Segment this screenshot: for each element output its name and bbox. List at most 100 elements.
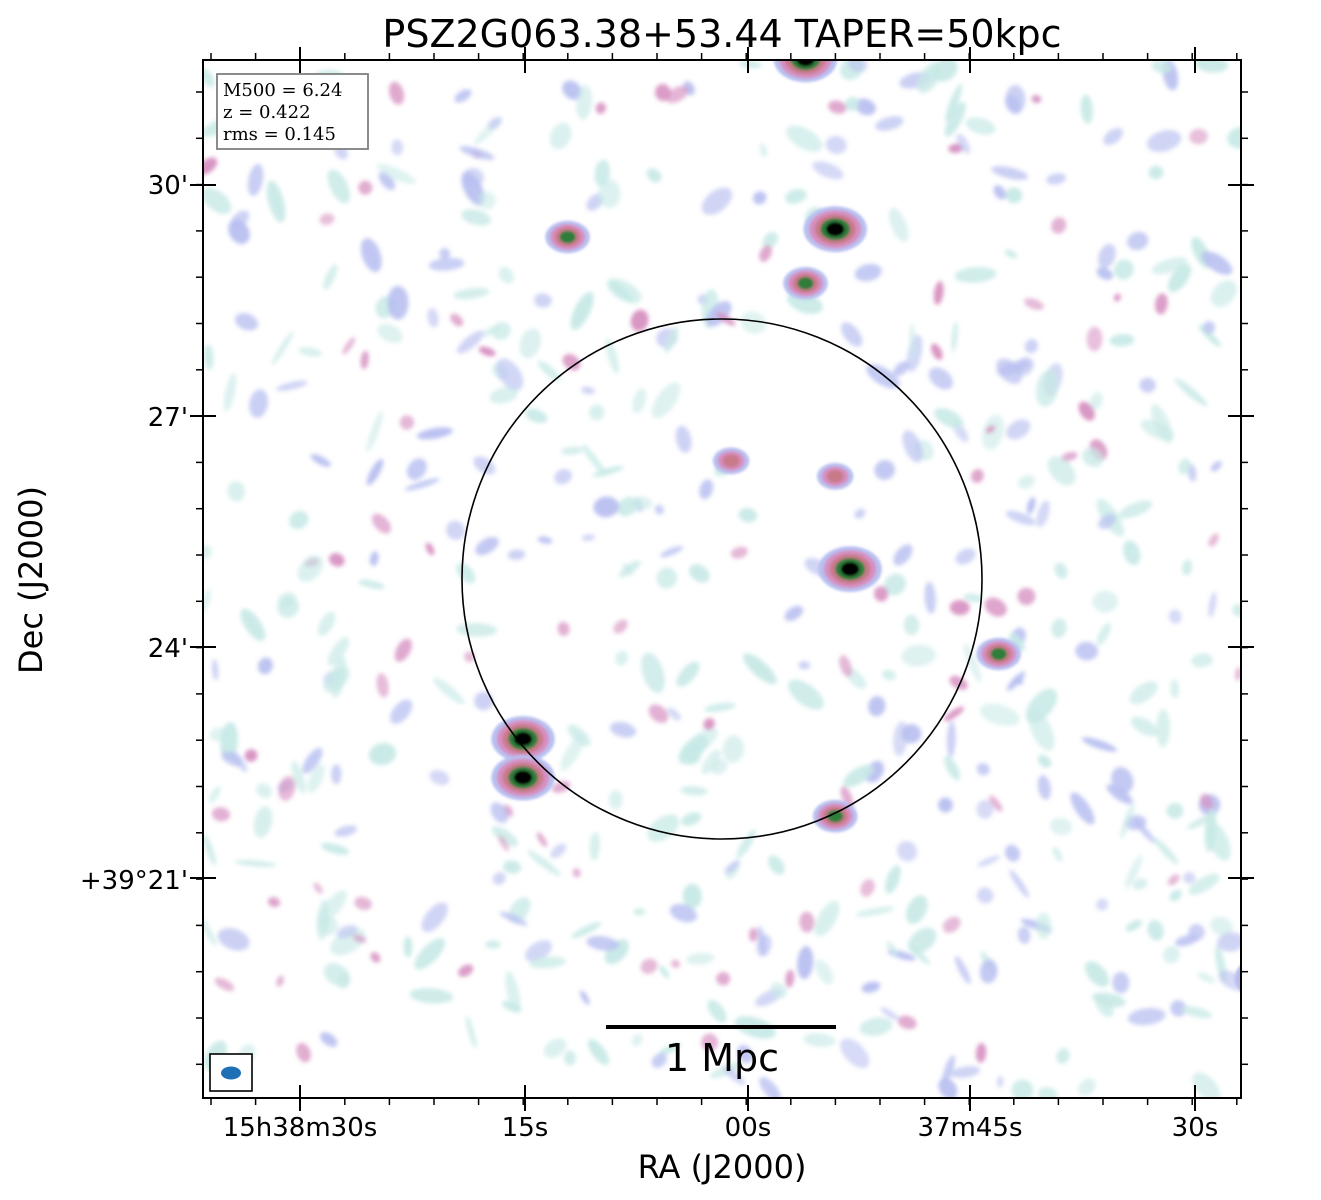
noise-blob [868,696,886,717]
noise-blob [770,982,788,999]
info-rms: rms = 0.145 [223,124,336,145]
noise-blob [954,267,997,283]
noise-blob [963,593,983,603]
noise-blob [429,769,450,786]
noise-blob [860,879,875,897]
noise-blob [979,959,998,984]
noise-blob [256,783,272,798]
noise-blob [1080,94,1094,124]
noise-blob [956,133,971,154]
noise-blob [257,657,273,675]
noise-blob [461,209,492,226]
noise-blob [724,859,741,874]
noise-blob [1096,622,1111,646]
radio-source [976,637,1021,671]
noise-blob [1210,460,1222,472]
noise-blob [905,895,928,924]
noise-blob [378,171,396,191]
noise-blob [478,346,496,357]
noise-blob [934,408,964,429]
noise-blob [1005,187,1023,204]
noise-blob [1113,259,1134,280]
noise-blob [203,918,217,947]
noise-blob [594,159,610,187]
noise-blob [977,855,1001,867]
noise-blob [1051,217,1067,234]
noise-blob [1092,590,1119,613]
noise-blob [954,955,971,985]
noise-blob [855,906,895,917]
noise-blob [313,882,323,894]
noise-blob [211,659,219,681]
noise-blob [1197,972,1216,983]
noise-blob [1096,898,1109,911]
y-tick-label: 24' [148,634,188,664]
radio-sources [491,60,1241,993]
noise-blob [656,567,678,589]
noise-blob [404,478,440,491]
noise-blob [759,143,768,158]
noise-blob [928,367,953,390]
noise-blob [316,899,330,941]
noise-blob [1170,679,1180,698]
noise-blob [334,825,358,837]
noise-blob [414,938,446,970]
noise-blob [572,868,581,878]
noise-blob [861,981,881,993]
noise-blob [762,232,778,249]
noise-blob [406,458,427,480]
noise-blob [1035,912,1052,940]
axis-ticks [190,47,1254,1111]
noise-blob [1191,653,1213,668]
noise-blob [1208,533,1219,547]
noise-blob [1201,251,1233,275]
noise-blob [874,460,895,480]
noise-blob [1156,709,1171,748]
noise-blob [328,553,345,567]
beam-ellipse [221,1066,241,1080]
noise-blob [1203,321,1216,334]
noise-blob [784,605,804,621]
noise-blob [1052,846,1063,862]
noise-blob [1167,874,1180,886]
noise-blob [608,790,623,810]
noise-blob [203,68,215,88]
noise-blob [296,1042,311,1063]
noise-blob [529,956,567,969]
noise-blob [1060,451,1078,462]
noise-blob [703,718,715,730]
noise-blob [498,266,514,284]
noise-blob [554,469,572,485]
noise-blob [701,187,733,215]
noise-blob [474,691,494,711]
noise-blob [317,611,336,637]
x-axis-label: RA (J2000) [638,1148,807,1186]
noise-blob [507,549,526,560]
noise-blob [1037,775,1051,800]
noise-blob [903,614,920,636]
r500-circle [461,318,983,840]
noise-blob [901,724,922,744]
noise-blob [249,389,269,418]
noise-blob [459,146,495,160]
y-tick-label: 27' [148,403,188,433]
noise-blob [854,508,866,519]
noise-blob [716,971,731,986]
noise-blob [1036,500,1050,528]
noise-blob [581,386,595,395]
noise-blob [730,546,748,559]
noise-blob [630,309,649,332]
noise-blob [307,764,325,793]
noise-blob [376,163,416,185]
noise-blob [951,1066,981,1078]
noise-blob [598,179,621,209]
noise-blob [654,504,664,515]
noise-blob [477,190,496,210]
noise-blob [1181,559,1193,576]
noise-blob [798,661,811,670]
noise-blob [659,1042,682,1055]
noise-blob [543,1038,567,1058]
radio-source [491,716,555,762]
noise-blob [253,806,273,838]
noise-blob [785,125,823,152]
